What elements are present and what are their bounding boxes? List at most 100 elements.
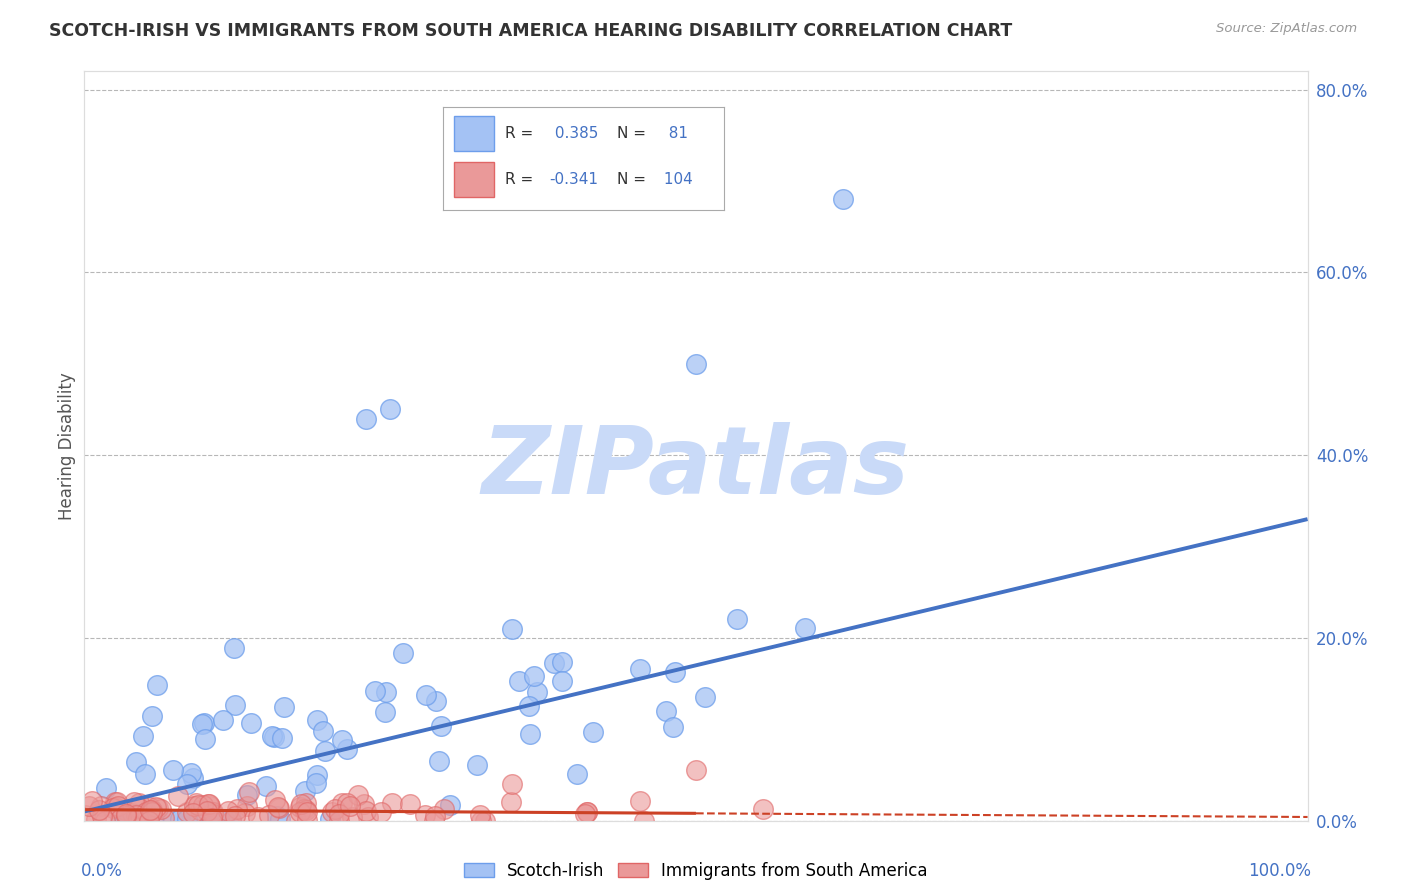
Point [221,814,243,828]
Point [374,705,396,719]
Point [342,810,364,824]
Point [208,812,231,826]
Point [328,807,350,822]
Point [167,789,190,803]
Point [295,805,318,819]
Text: ZIPatlas: ZIPatlas [482,423,910,515]
Point [176,777,198,791]
Point [240,715,263,730]
Point [336,742,359,756]
Point [235,798,257,813]
Point [217,804,239,818]
Point [290,797,312,811]
Point [202,812,225,826]
Point [142,812,165,826]
Point [323,802,346,816]
Text: 0.385: 0.385 [550,126,598,141]
Point [180,765,202,780]
Point [551,673,574,688]
Point [269,812,291,826]
Point [259,808,281,822]
Point [96,781,118,796]
Point [470,814,492,828]
Point [107,798,129,813]
Point [132,729,155,743]
Point [138,800,160,814]
Point [115,807,138,822]
Point [238,785,260,799]
Point [183,799,205,814]
Point [233,805,256,820]
Point [633,814,655,828]
Point [526,685,548,699]
Point [128,796,150,810]
Point [576,805,599,820]
Point [112,812,135,826]
Text: R =: R = [505,126,533,141]
Point [195,804,218,818]
Point [267,799,290,814]
Point [138,805,160,820]
Point [423,814,446,828]
Point [134,767,156,781]
Point [105,795,128,809]
Point [273,700,295,714]
Point [194,731,217,746]
Point [262,729,284,743]
Point [430,719,453,733]
Point [201,807,224,822]
Point [246,810,269,824]
Point [551,656,574,670]
Point [517,699,540,714]
Point [141,805,163,819]
Point [519,727,541,741]
Point [197,797,219,811]
Point [236,788,259,802]
Point [370,805,392,819]
Point [108,812,131,826]
Point [662,720,685,734]
Point [307,768,329,782]
Point [502,777,524,791]
Point [305,776,328,790]
Point [201,805,224,819]
Point [319,812,342,826]
Point [219,812,242,826]
Point [364,683,387,698]
Point [628,663,651,677]
Point [224,808,246,822]
Text: R =: R = [505,172,533,187]
Point [628,794,651,808]
Point [328,814,350,828]
Point [292,802,315,816]
Point [145,800,167,814]
Point [399,797,422,811]
Point [77,799,100,814]
Point [162,763,184,777]
Point [501,622,523,636]
Point [128,809,150,823]
Point [201,812,224,826]
Point [180,812,202,826]
Point [433,802,456,816]
Point [574,807,596,822]
Point [468,807,491,822]
Point [413,807,436,822]
Point [330,796,353,810]
Point [380,402,402,417]
Point [110,811,132,825]
Text: -0.341: -0.341 [550,172,599,187]
Point [254,780,277,794]
Point [127,811,149,825]
Point [356,804,378,818]
Point [73,808,96,822]
Point [198,797,221,811]
Point [169,812,191,826]
Point [104,796,127,810]
Point [339,799,361,814]
Point [138,814,160,828]
Point [693,690,716,704]
Point [474,814,496,828]
Text: 0.0%: 0.0% [80,862,122,880]
Point [118,812,141,826]
